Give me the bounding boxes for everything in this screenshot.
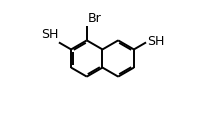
Text: SH: SH (41, 28, 58, 41)
Text: Br: Br (87, 12, 101, 25)
Text: SH: SH (147, 35, 164, 48)
